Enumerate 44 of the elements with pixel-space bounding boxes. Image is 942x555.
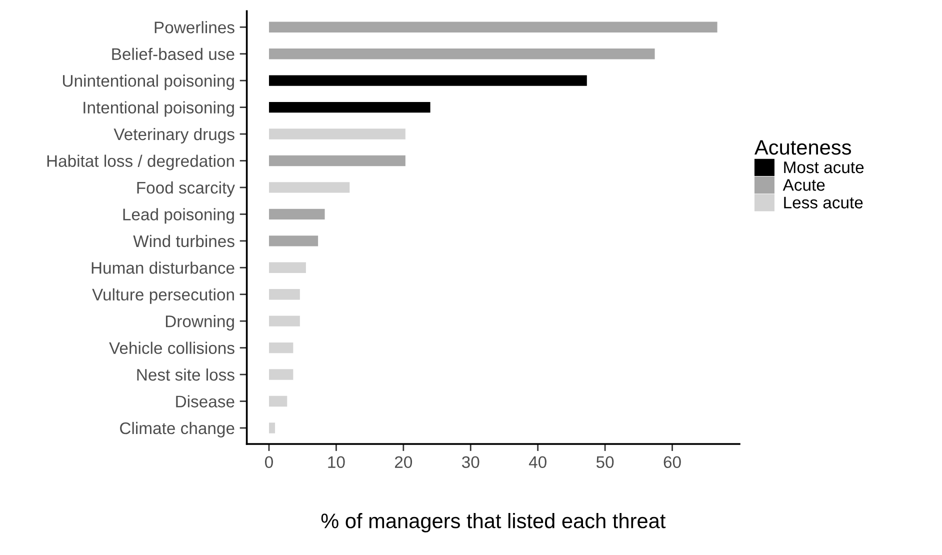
bar: [268, 75, 587, 86]
y-tick-label: Vehicle collisions: [109, 342, 234, 354]
y-tick-label: Vulture persecution: [92, 288, 234, 304]
bar: [268, 316, 300, 326]
x-tick-label: 20: [394, 456, 412, 468]
y-tick-label: Belief-based use: [112, 48, 234, 60]
bar: [268, 48, 655, 60]
y-tick-label: Food scarcity: [137, 181, 235, 197]
bar: [268, 396, 288, 407]
legend-title: Acuteness: [754, 140, 851, 155]
bar: [268, 422, 276, 434]
y-tick-label: Wind turbines: [133, 234, 234, 248]
y-tick-label: Habitat loss / degredation: [47, 154, 234, 170]
y-tick-label: Drowning: [166, 315, 234, 331]
bar: [268, 236, 318, 246]
y-tick-label: Intentional poisoning: [84, 101, 234, 117]
bar: [268, 155, 406, 166]
y-tick-label: Lead poisoning: [123, 208, 234, 224]
x-tick-label: 30: [462, 456, 480, 468]
y-tick-label: Veterinary drugs: [114, 128, 234, 144]
bar: [268, 289, 300, 300]
bar: [268, 262, 306, 273]
bar: [268, 182, 350, 193]
bar: [268, 208, 325, 220]
y-tick-label: Unintentional poisoning: [63, 74, 234, 90]
bar: [268, 369, 294, 380]
y-tick-label: Human disturbance: [92, 262, 234, 274]
x-axis-title: % of managers that listed each threat: [321, 513, 666, 532]
x-tick-label: 0: [265, 456, 273, 468]
y-tick-label: Nest site loss: [137, 368, 234, 381]
y-tick-label: Disease: [176, 395, 234, 408]
legend-label: Acute: [782, 179, 825, 191]
x-tick-label: 60: [664, 456, 681, 468]
x-tick-label: 50: [596, 456, 614, 468]
bar: [268, 342, 294, 354]
bar: [268, 128, 406, 140]
x-tick-label: 40: [528, 456, 546, 468]
y-tick-label: Powerlines: [154, 21, 234, 34]
legend-label: Most acute: [784, 162, 864, 174]
bar: [268, 102, 430, 113]
legend-label: Less acute: [784, 196, 863, 208]
y-tick-label: Climate change: [120, 422, 234, 438]
x-tick-label: 10: [328, 456, 345, 468]
bar: [268, 22, 718, 32]
